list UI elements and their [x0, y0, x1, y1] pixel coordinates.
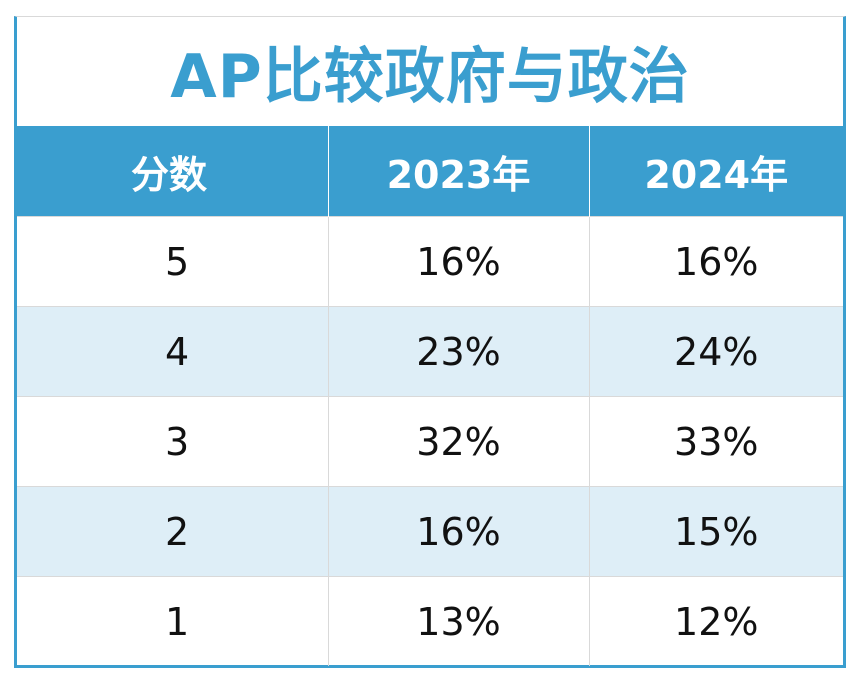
pct-2023-cell: 13%: [328, 576, 590, 666]
pct-2024-cell: 15%: [589, 486, 843, 577]
score-cell: 2: [17, 486, 329, 577]
table-row: 1 13% 12%: [17, 576, 843, 666]
score-cell: 1: [17, 576, 329, 666]
score-cell: 5: [17, 216, 329, 307]
header-score: 分数: [17, 126, 329, 217]
pct-2023-cell: 16%: [328, 486, 590, 577]
score-cell: 3: [17, 396, 329, 487]
score-table-card: AP比较政府与政治 分数 2023年 2024年 5 16% 16% 4 23%…: [14, 16, 846, 668]
pct-2024-cell: 12%: [589, 576, 843, 666]
pct-2023-cell: 23%: [328, 306, 590, 397]
pct-2024-cell: 33%: [589, 396, 843, 487]
pct-2023-cell: 32%: [328, 396, 590, 487]
pct-2024-cell: 24%: [589, 306, 843, 397]
table-row: 3 32% 33%: [17, 396, 843, 487]
header-2023: 2023年: [328, 126, 590, 217]
score-distribution-table: 分数 2023年 2024年 5 16% 16% 4 23% 24% 3 32%…: [17, 126, 843, 666]
table-row: 4 23% 24%: [17, 306, 843, 397]
pct-2023-cell: 16%: [328, 216, 590, 307]
header-row: 分数 2023年 2024年: [17, 126, 843, 217]
pct-2024-cell: 16%: [589, 216, 843, 307]
score-cell: 4: [17, 306, 329, 397]
table-row: 5 16% 16%: [17, 216, 843, 307]
table-row: 2 16% 15%: [17, 486, 843, 577]
header-2024: 2024年: [589, 126, 843, 217]
table-title: AP比较政府与政治: [170, 42, 690, 112]
